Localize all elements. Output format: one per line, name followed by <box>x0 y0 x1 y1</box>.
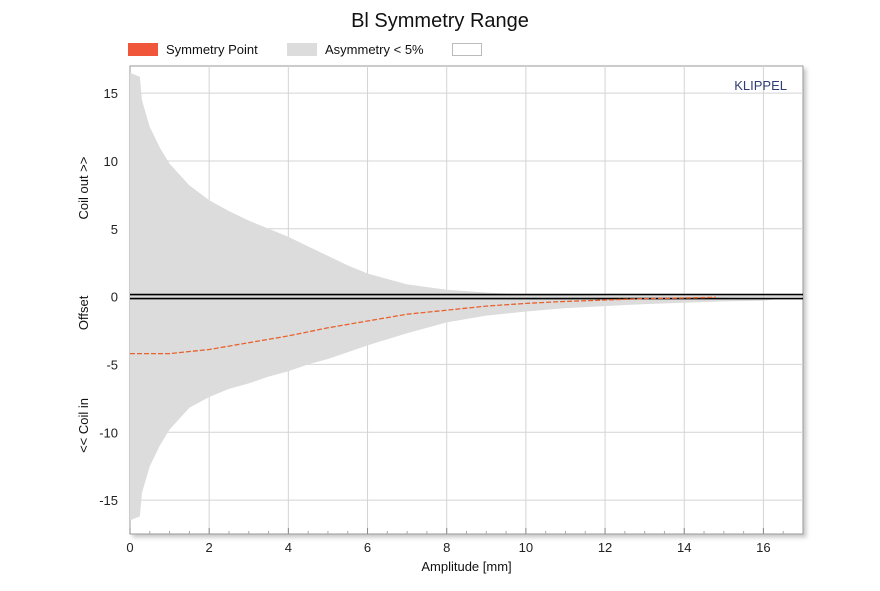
y-tick-label: -10 <box>99 425 118 440</box>
y-label-coil-in: << Coil in <box>76 398 91 453</box>
legend-swatch-blank <box>452 42 482 56</box>
y-label-offset: Offset <box>76 295 91 330</box>
x-axis-label: Amplitude [mm] <box>421 559 511 574</box>
x-tick-label: 16 <box>756 540 770 555</box>
symmetry-point-line <box>130 296 716 355</box>
x-tick-label: 4 <box>285 540 292 555</box>
chart-title: Bl Symmetry Range <box>351 10 529 32</box>
legend-swatch-asymmetry <box>287 42 317 56</box>
y-tick-label: -5 <box>106 357 118 372</box>
asymmetry-area-layer <box>130 72 776 521</box>
legend-item-blank <box>452 41 490 57</box>
legend-label-asymmetry: Asymmetry < 5% <box>325 41 424 57</box>
x-tick-label: 2 <box>206 540 213 555</box>
x-tick-label: 12 <box>598 540 612 555</box>
legend-item-symmetry-point: Symmetry Point <box>128 41 258 57</box>
legend-item-asymmetry: Asymmetry < 5% <box>287 41 424 57</box>
x-tick-label: 14 <box>677 540 691 555</box>
y-label-coil-out: Coil out >> <box>76 157 91 220</box>
x-tick-label: 0 <box>126 540 133 555</box>
x-tick-label: 8 <box>443 540 450 555</box>
y-tick-label: 0 <box>111 290 118 305</box>
x-tick-label: 6 <box>364 540 371 555</box>
y-tick-label: 15 <box>104 86 118 101</box>
x-tick-label: 10 <box>519 540 533 555</box>
y-tick-label: -15 <box>99 493 118 508</box>
symmetry-point-layer <box>130 296 716 355</box>
y-tick-label: 5 <box>111 222 118 237</box>
ticks: 0 2 4 6 8 10 12 14 16 15 10 5 0 -5 -10 -15 <box>99 86 784 555</box>
legend-label-symmetry-point: Symmetry Point <box>166 41 258 57</box>
asymmetry-area <box>130 72 776 521</box>
legend-swatch-symmetry-point <box>128 42 158 56</box>
y-tick-label: 10 <box>104 154 118 169</box>
zero-reference-layer <box>130 293 803 300</box>
klippel-watermark: KLIPPEL <box>734 78 787 93</box>
grid <box>130 66 803 534</box>
y-axis-label: << Coil in Offset Coil out >> <box>76 157 91 453</box>
